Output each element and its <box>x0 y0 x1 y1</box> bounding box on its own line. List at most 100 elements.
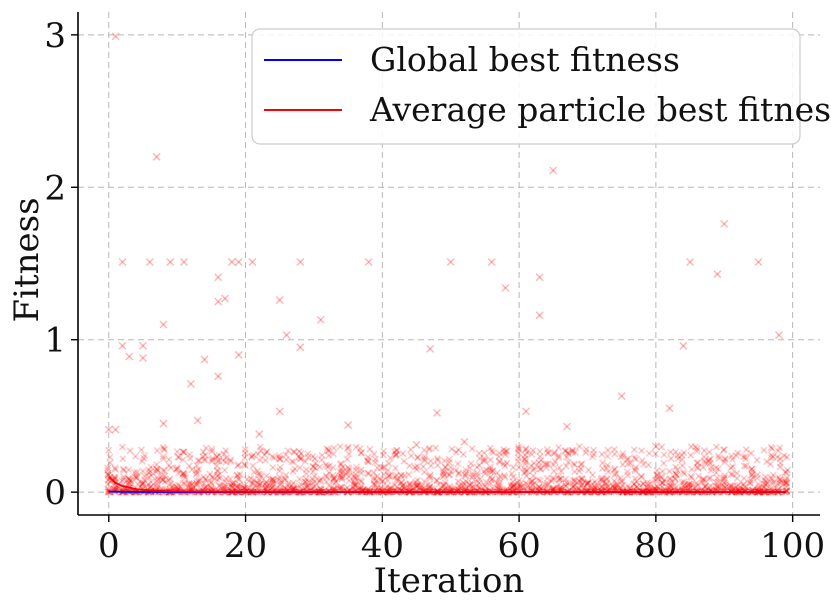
scatter-point <box>281 476 289 484</box>
scatter-point <box>311 459 319 467</box>
scatter-point <box>310 463 318 471</box>
scatter-point <box>193 469 201 477</box>
scatter-point <box>213 476 221 484</box>
scatter-point <box>617 392 626 401</box>
scatter-point <box>262 448 271 456</box>
scatter-point <box>351 481 359 489</box>
scatter-point <box>243 475 251 483</box>
scatter-point <box>141 472 149 480</box>
scatter-point <box>153 480 161 488</box>
scatter-point <box>124 475 132 483</box>
scatter-point <box>263 482 271 490</box>
scatter-point <box>373 477 381 485</box>
scatter-point <box>611 450 619 458</box>
scatter-point <box>426 344 435 353</box>
scatter-point <box>325 469 333 477</box>
scatter-point <box>120 466 128 474</box>
scatter-point <box>228 479 236 487</box>
scatter-point <box>420 468 428 476</box>
scatter-point <box>302 475 310 483</box>
scatter-point <box>357 469 365 477</box>
scatter-point <box>290 485 298 493</box>
scatter-point <box>112 485 120 493</box>
scatter-point <box>329 475 337 484</box>
scatter-point <box>330 480 338 488</box>
scatter-point <box>228 482 236 490</box>
scatter-point <box>356 485 365 493</box>
scatter-point <box>282 471 290 479</box>
scatter-point <box>371 455 379 463</box>
scatter-point <box>214 372 223 381</box>
scatter-point <box>106 453 114 461</box>
scatter-point <box>509 463 517 471</box>
scatter-point <box>386 484 394 492</box>
scatter-point <box>227 456 235 464</box>
scatter-point <box>226 475 234 483</box>
scatter-point <box>104 480 112 488</box>
scatter-point <box>535 311 544 320</box>
scatter-point <box>370 474 378 482</box>
scatter-point <box>289 479 297 487</box>
scatter-point <box>311 464 319 472</box>
scatter-point <box>254 483 262 491</box>
scatter-point <box>686 257 695 267</box>
scatter-point <box>297 454 305 462</box>
scatter-point <box>345 477 353 485</box>
scatter-point <box>254 470 263 478</box>
scatter-point <box>345 467 353 475</box>
scatter-point <box>233 483 241 491</box>
scatter-point <box>159 443 167 451</box>
scatter-point <box>289 458 297 466</box>
x-tick-label: 40 <box>361 526 404 566</box>
scatter-point <box>228 484 236 492</box>
scatter-point <box>407 452 415 460</box>
scatter-point <box>269 463 277 472</box>
scatter-point <box>193 416 202 425</box>
scatter-point <box>216 482 224 490</box>
scatter-point <box>111 32 120 41</box>
scatter-point <box>220 450 228 458</box>
scatter-point <box>181 471 189 479</box>
scatter-point <box>256 481 264 489</box>
scatter-point <box>301 457 309 465</box>
scatter-point <box>380 470 388 478</box>
scatter-point <box>316 315 325 324</box>
scatter-point <box>282 456 290 464</box>
scatter-point <box>202 444 210 452</box>
scatter-point <box>165 461 173 470</box>
scatter-point <box>276 484 284 493</box>
scatter-point <box>188 466 196 474</box>
y-tick-label: 0 <box>44 473 66 513</box>
scatter-point <box>133 474 141 482</box>
scatter-point <box>687 451 695 459</box>
scatter-point <box>267 484 275 492</box>
scatter-point <box>200 355 209 364</box>
scatter-point <box>261 451 269 459</box>
scatter-point <box>385 460 393 468</box>
scatter-point <box>379 451 387 459</box>
scatter-point <box>262 484 270 492</box>
scatter-point <box>352 481 360 489</box>
scatter-point <box>104 464 112 472</box>
scatter-point <box>290 448 298 456</box>
scatter-point <box>227 257 236 267</box>
x-tick-label: 100 <box>760 526 825 566</box>
scatter-point <box>213 453 221 461</box>
scatter-point <box>667 454 675 462</box>
scatter-point <box>357 484 365 492</box>
scatter-point <box>290 485 298 493</box>
scatter-point <box>166 257 175 267</box>
scatter-point <box>356 476 364 484</box>
scatter-point <box>105 446 113 454</box>
scatter-point <box>104 488 112 496</box>
scatter-point <box>172 482 180 490</box>
scatter-point <box>336 442 344 451</box>
scatter-point <box>106 459 114 467</box>
scatter-point <box>343 468 351 476</box>
scatter-point <box>261 456 269 464</box>
scatter-point <box>188 480 196 488</box>
scatter-point <box>288 481 296 489</box>
scatter-point <box>352 466 360 474</box>
scatter-point <box>364 458 372 466</box>
